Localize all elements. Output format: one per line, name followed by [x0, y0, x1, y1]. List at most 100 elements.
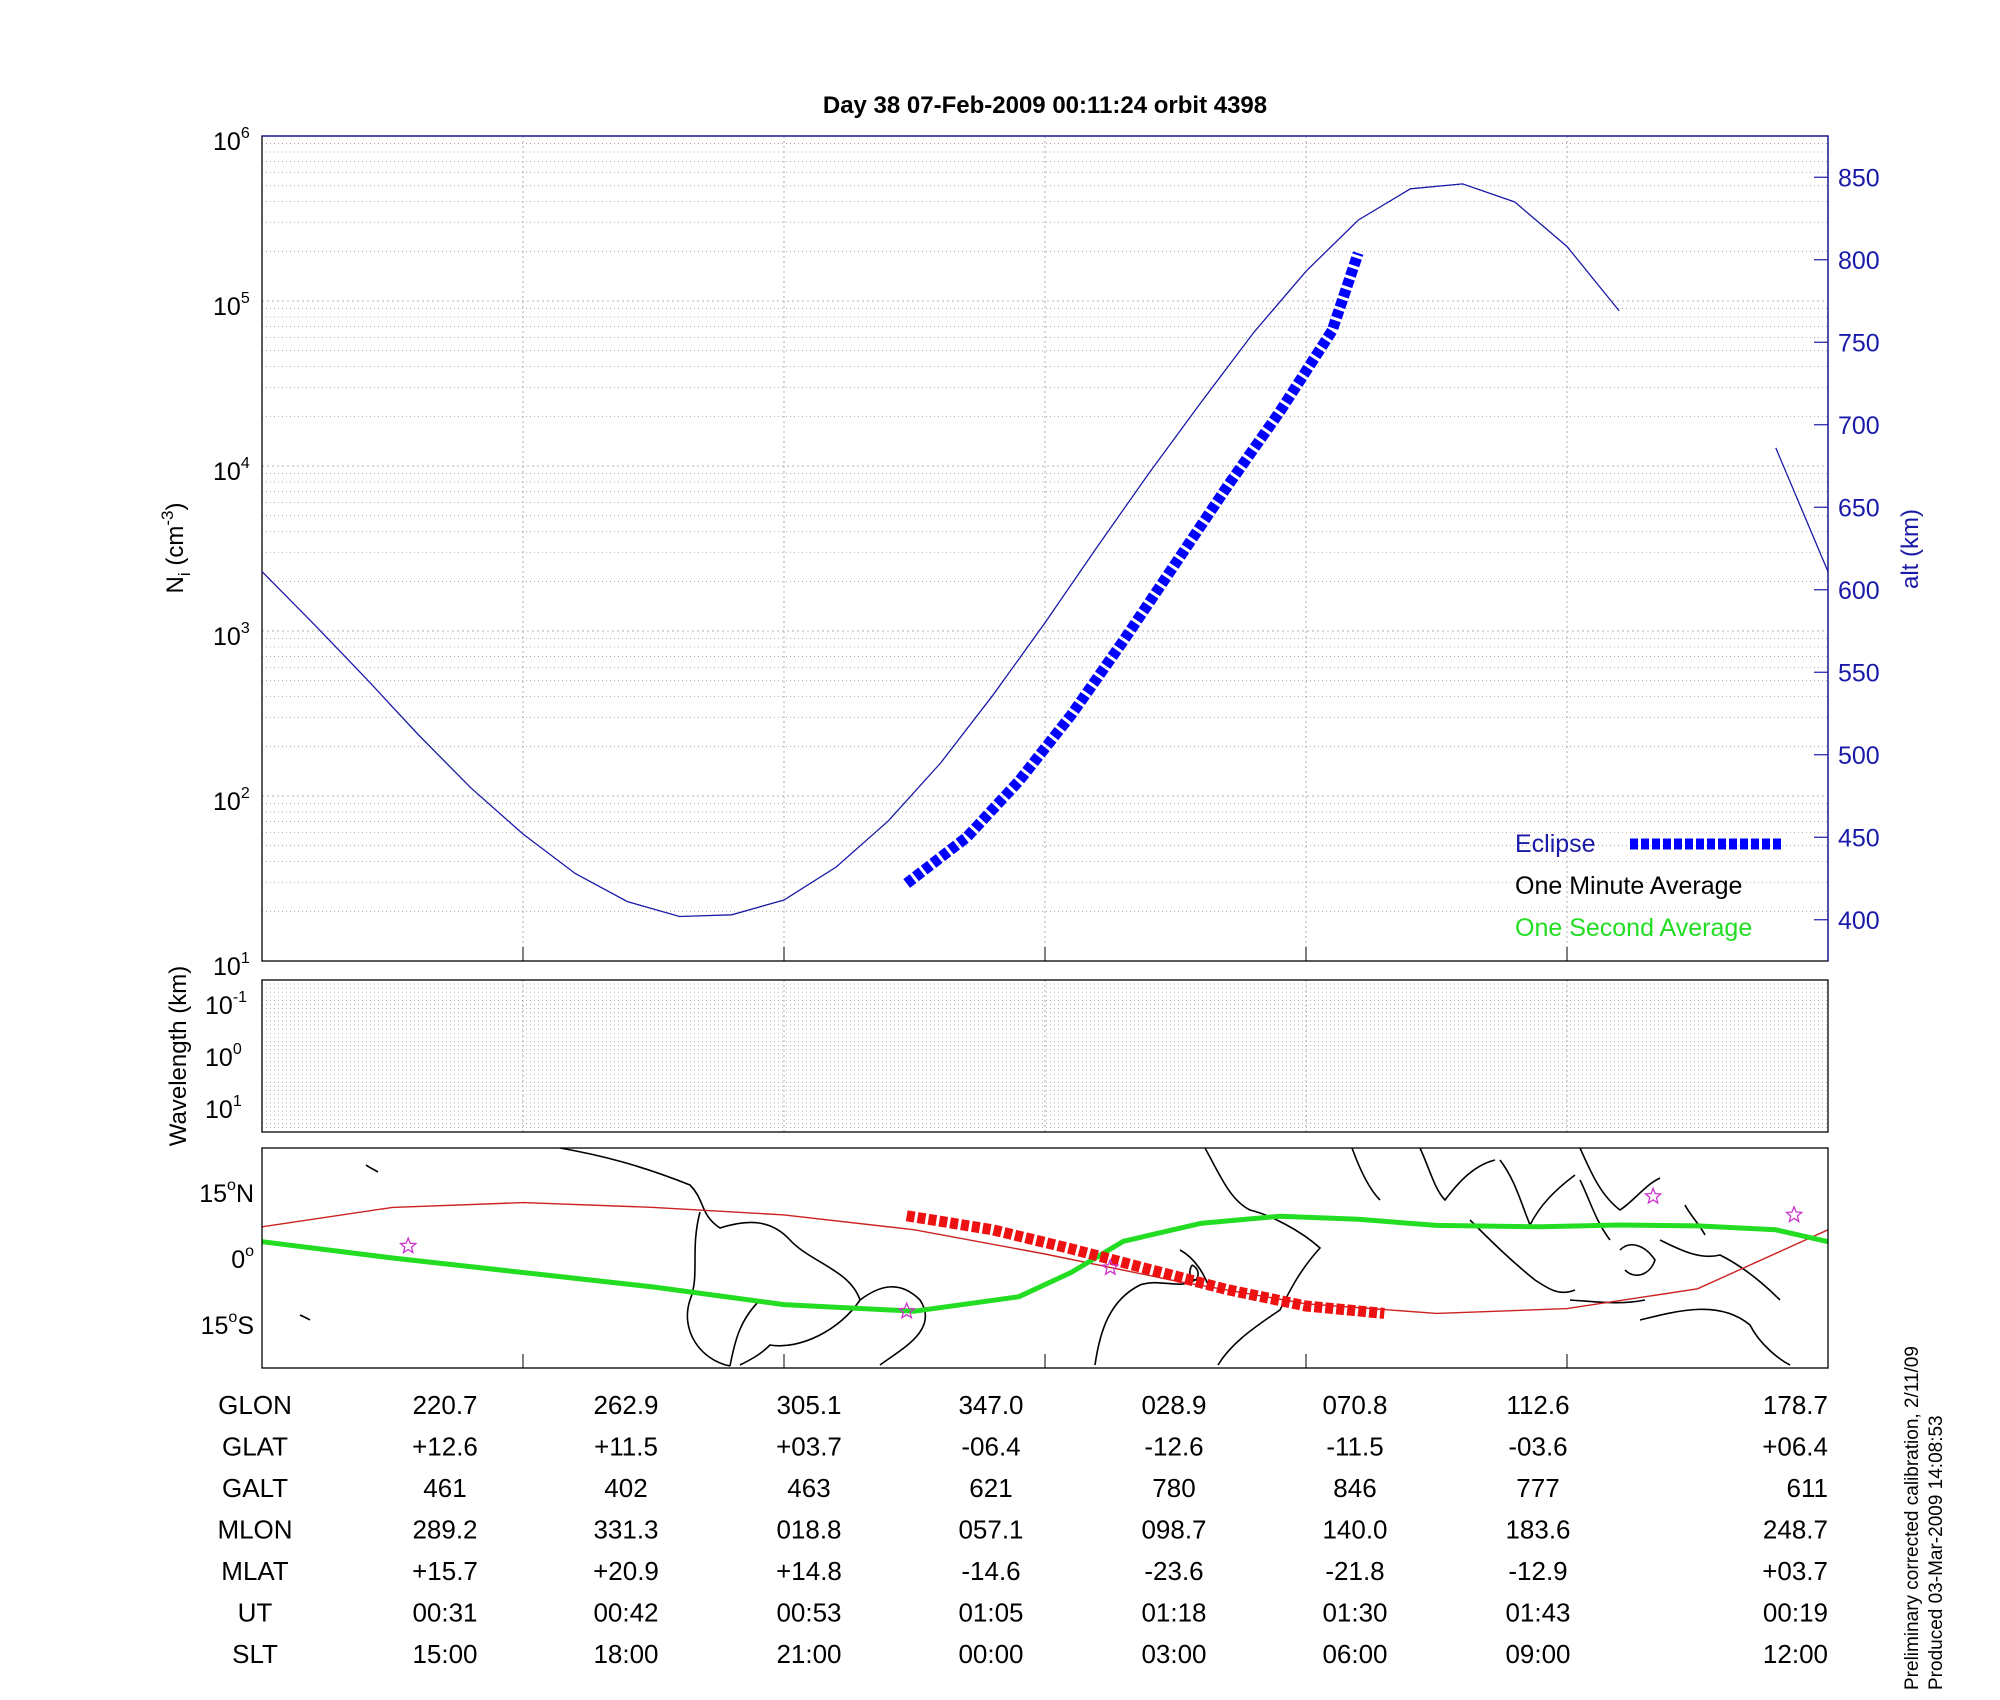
table-cell: 21:00 [776, 1639, 841, 1669]
table-cell: -23.6 [1144, 1556, 1203, 1586]
table-cell: 00:19 [1763, 1598, 1828, 1628]
coast-pacific-sa [686, 1211, 731, 1367]
table-cell: 331.3 [593, 1515, 658, 1545]
orbit-track-line [261, 1201, 1829, 1315]
table-cell: 09:00 [1505, 1639, 1570, 1669]
coast-island-3 [1189, 1264, 1199, 1281]
one-second-track-line [261, 1213, 1829, 1314]
table-cell: -12.6 [1144, 1432, 1203, 1462]
right-axis-label: alt (km) [1897, 509, 1924, 589]
coast-sa-west [729, 1299, 761, 1367]
table-cell: 00:42 [593, 1598, 658, 1628]
coast-australia [1639, 1308, 1791, 1366]
wavelength-axis-label: Wavelength (km) [165, 966, 192, 1147]
table-cell: 140.0 [1322, 1515, 1387, 1545]
table-cell: 06:00 [1322, 1639, 1387, 1669]
legend: Eclipse One Minute Average One Second Av… [1515, 830, 1782, 942]
chart-title: Day 38 07-Feb-2009 00:11:24 orbit 4398 [823, 92, 1267, 119]
table-row-label: GALT [222, 1473, 288, 1503]
right-tick-label: 650 [1838, 494, 1880, 522]
coast-island-2 [299, 1314, 311, 1321]
table-row-label: GLAT [222, 1432, 288, 1462]
coastlines [299, 1147, 1791, 1367]
coast-red-sea [1351, 1147, 1381, 1201]
map-lat-label: 0o [231, 1243, 254, 1274]
altitude-line [261, 183, 1620, 918]
table-cell: -14.6 [961, 1556, 1020, 1586]
table-cell: 00:53 [776, 1598, 841, 1628]
right-tick-label: 800 [1838, 247, 1880, 275]
table-cell: -06.4 [961, 1432, 1020, 1462]
legend-eclipse-label: Eclipse [1515, 830, 1596, 858]
legend-one-second-label: One Second Average [1515, 914, 1752, 942]
table-cell: +15.7 [412, 1556, 478, 1586]
table-cell: 057.1 [958, 1515, 1023, 1545]
table-cell: 12:00 [1763, 1639, 1828, 1669]
table-cell: 098.7 [1141, 1515, 1206, 1545]
coast-arabia [1419, 1147, 1496, 1202]
orbit-table: GLON 220.7 262.9 305.1 347.0 028.9 070.8 112.6 1… [217, 1390, 1828, 1669]
coast-sumatra [1469, 1219, 1576, 1294]
table-row-label: UT [238, 1598, 273, 1628]
wavelength-frame [261, 979, 1829, 1133]
right-tick-label: 450 [1838, 824, 1880, 852]
density-grid [262, 136, 1828, 962]
magnetic-markers [398, 1186, 1804, 1320]
table-cell: 305.1 [776, 1390, 841, 1420]
coast-africa-west [1094, 1279, 1196, 1366]
table-cell: 220.7 [412, 1390, 477, 1420]
table-cell: 01:18 [1141, 1598, 1206, 1628]
table-cell: +06.4 [1762, 1432, 1828, 1462]
table-cell: +03.7 [776, 1432, 842, 1462]
table-cell: 183.6 [1505, 1515, 1570, 1545]
table-cell: 347.0 [958, 1390, 1023, 1420]
table-cell: 03:00 [1141, 1639, 1206, 1669]
table-cell: 018.8 [776, 1515, 841, 1545]
table-cell: 777 [1516, 1473, 1559, 1503]
star-marker [1784, 1205, 1804, 1223]
table-cell: 461 [423, 1473, 466, 1503]
coast-borneo [1619, 1244, 1656, 1276]
table-cell: +14.8 [776, 1556, 842, 1586]
table-cell: 01:05 [958, 1598, 1023, 1628]
coast-sa-east [859, 1286, 927, 1366]
table-cell: +20.9 [593, 1556, 659, 1586]
table-cell: 846 [1333, 1473, 1376, 1503]
density-panel: 101 102 103 104 105 106 400 450 500 550 600 650 700… [158, 125, 1924, 981]
map-lat-label: 15oN [199, 1177, 254, 1208]
table-cell: 112.6 [1506, 1390, 1569, 1420]
table-cell: +11.5 [594, 1432, 658, 1462]
table-cell: 028.9 [1141, 1390, 1206, 1420]
wavelength-panel: 10-1 100 101 Wavelength (km) [165, 966, 1829, 1147]
table-cell: 611 [1787, 1473, 1828, 1503]
coast-africa [1204, 1147, 1322, 1366]
footnote-calibration: Preliminary corrected calibration, 2/11/… [1902, 1346, 1923, 1690]
table-cell: 289.2 [412, 1515, 477, 1545]
left-tick-label: 106 [213, 125, 250, 156]
map-frame [261, 1147, 1829, 1369]
right-tick-labels: 400 450 500 550 600 650 700 750 800 850 [1814, 164, 1880, 935]
table-cell: -03.6 [1508, 1432, 1567, 1462]
left-tick-label: 104 [213, 455, 250, 486]
table-cell: 621 [969, 1473, 1012, 1503]
left-tick-label: 102 [213, 785, 250, 816]
table-cell: 18:00 [593, 1639, 658, 1669]
table-cell: 780 [1152, 1473, 1195, 1503]
altitude-line-segment-2 [1775, 447, 1829, 572]
map-lat-label: 15oS [201, 1309, 254, 1340]
table-row-label: MLAT [221, 1556, 289, 1586]
wavelength-tick-label: 101 [205, 1093, 242, 1124]
wavelength-tick-label: 100 [205, 1041, 242, 1072]
star-marker [1643, 1186, 1663, 1205]
coast-island-1 [365, 1164, 379, 1173]
coast-new-guinea [1659, 1239, 1781, 1301]
map-panel: 15oN 0o 15oS [199, 1147, 1829, 1369]
table-row-label: MLON [217, 1515, 292, 1545]
right-tick-label: 850 [1838, 164, 1880, 192]
right-tick-label: 750 [1838, 329, 1880, 357]
right-tick-label: 550 [1838, 659, 1880, 687]
table-cell: 01:30 [1322, 1598, 1387, 1628]
star-marker [398, 1236, 418, 1255]
table-cell: 248.7 [1763, 1515, 1828, 1545]
eclipse-track-line [905, 1210, 1385, 1319]
